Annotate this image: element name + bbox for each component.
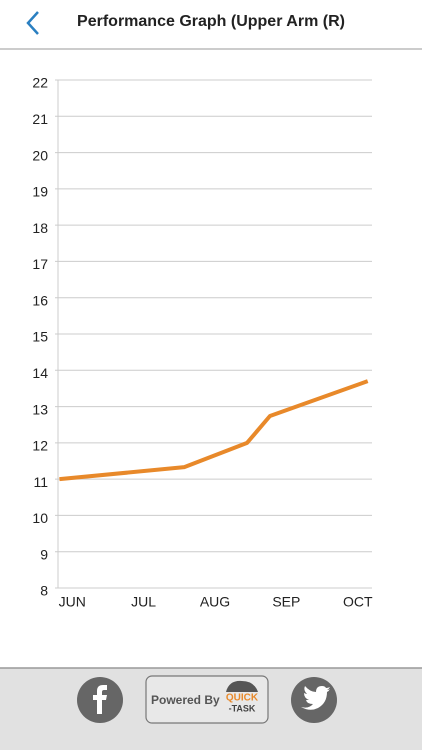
x-tick-label: JUN	[59, 594, 86, 610]
y-tick-label: 21	[32, 111, 48, 127]
logo-shape	[226, 680, 258, 692]
x-tick-label: JUL	[131, 594, 156, 610]
y-tick-label: 17	[32, 256, 48, 272]
y-tick-label: 8	[40, 583, 48, 599]
y-tick-label: 18	[32, 220, 48, 236]
y-tick-label: 9	[40, 546, 48, 562]
y-tick-label: 13	[32, 401, 48, 417]
logo-text: QUICK	[226, 693, 259, 704]
y-tick-label: 19	[32, 184, 48, 200]
page-title: Performance Graph (Upper Arm (R)	[77, 13, 345, 30]
x-tick-label: SEP	[272, 594, 300, 610]
back-button[interactable]	[26, 11, 39, 35]
chart: 8 9 10 11 12 13 14 15 16 17 18 19 20 21 22 JUN JUL AUG SEP…	[32, 75, 373, 610]
facebook-button[interactable]	[77, 677, 123, 723]
y-tick-label: 10	[32, 510, 48, 526]
y-tick-label: 12	[32, 438, 48, 454]
data-line	[59, 379, 369, 482]
twitter-button[interactable]	[291, 677, 337, 723]
powered-by-button[interactable]: Powered By QUICK -TASK	[145, 675, 269, 724]
facebook-icon	[93, 685, 107, 714]
y-tick-label: 16	[32, 292, 48, 308]
powered-by-text: Powered By	[151, 693, 220, 707]
x-tick-label: OCT	[343, 594, 373, 610]
y-tick-label: 20	[32, 147, 48, 163]
y-tick-label: 11	[33, 474, 48, 490]
y-tick-label: 15	[32, 329, 48, 345]
twitter-icon	[301, 686, 330, 710]
logo-text: -TASK	[229, 703, 256, 713]
y-tick-label: 14	[32, 365, 48, 381]
x-tick-label: AUG	[200, 594, 230, 610]
y-tick-label: 22	[32, 75, 48, 91]
